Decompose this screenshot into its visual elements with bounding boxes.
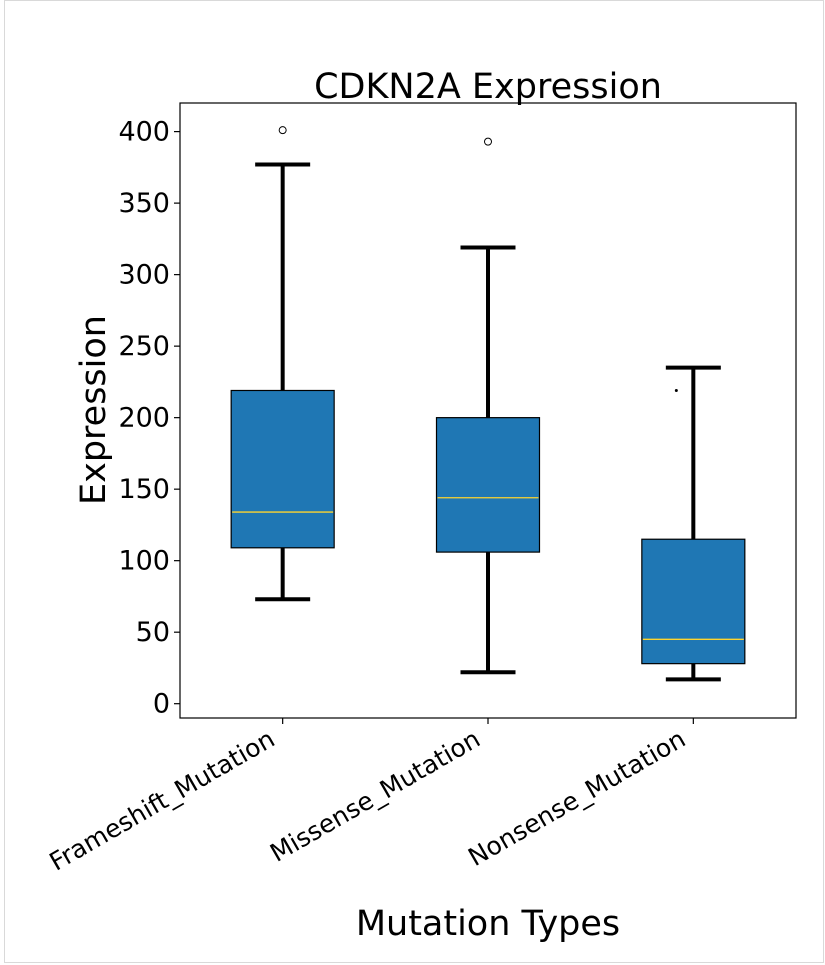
x-axis: Frameshift_MutationMissense_MutationNons… <box>44 718 694 877</box>
x-tick-label: Nonsense_Mutation <box>463 724 690 872</box>
chart-title: CDKN2A Expression <box>314 67 662 107</box>
y-tick-label: 150 <box>118 474 170 505</box>
y-tick-label: 0 <box>153 689 170 720</box>
outlier-point <box>278 126 287 135</box>
y-tick-label: 100 <box>118 546 170 577</box>
outlier-point <box>674 388 678 392</box>
outlier-point <box>484 137 492 146</box>
x-tick-label: Missense_Mutation <box>265 724 485 868</box>
x-axis-label: Mutation Types <box>356 904 620 944</box>
y-tick-label: 350 <box>118 188 170 219</box>
x-tick-label: Frameshift_Mutation <box>44 724 279 877</box>
box-frameshift-mutation <box>230 126 335 602</box>
iqr-box <box>641 538 746 665</box>
y-tick-label: 50 <box>136 617 170 648</box>
y-tick-label: 300 <box>118 260 170 291</box>
y-axis-label: Expression <box>74 315 114 505</box>
iqr-box <box>230 389 335 549</box>
y-tick-label: 400 <box>118 117 170 148</box>
y-axis: 0 50 100 150 200 250 300 350 400 <box>118 117 180 720</box>
box-missense-mutation <box>435 137 541 675</box>
boxes-group <box>230 126 746 682</box>
y-tick-label: 200 <box>118 403 170 434</box>
iqr-box <box>435 417 541 553</box>
figure-frame <box>4 0 824 963</box>
y-tick-label: 250 <box>118 331 170 362</box>
box-nonsense-mutation <box>641 365 746 682</box>
